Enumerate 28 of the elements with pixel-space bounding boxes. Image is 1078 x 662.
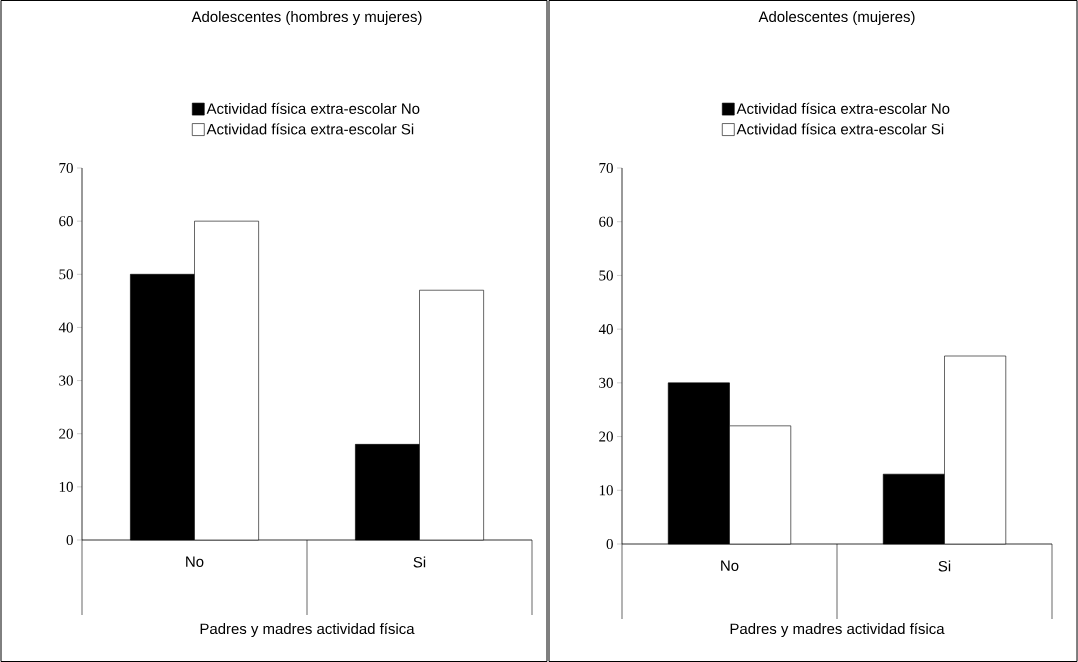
y-tick-label: 10 <box>599 485 613 496</box>
y-tick-label: 20 <box>599 431 613 442</box>
x-tick-label: No <box>721 560 739 571</box>
legend-label: Actividad física extra-escolar No <box>206 102 420 114</box>
y-tick-label: 70 <box>599 162 613 174</box>
chart-title: Adolescentes (mujeres) <box>758 11 915 25</box>
y-tick-label: 50 <box>599 270 613 281</box>
y-tick-label: 40 <box>598 324 613 335</box>
y-tick-label: 50 <box>59 269 73 280</box>
x-tick-label: Si <box>413 556 426 568</box>
y-tick-label: 20 <box>59 428 73 439</box>
x-tick-label: No <box>186 556 204 567</box>
x-axis-title: Padres y madres actividad física <box>200 622 415 638</box>
y-tick-label: 40 <box>58 322 73 333</box>
x-tick-label: Si <box>938 560 951 572</box>
legend-label: Actividad física extra-escolar Si <box>736 123 944 135</box>
y-tick-label: 0 <box>66 534 73 546</box>
x-axis-title: Padres y madres actividad física <box>730 622 945 638</box>
y-tick-label: 70 <box>59 162 73 174</box>
y-tick-label: 60 <box>599 216 613 227</box>
y-tick-label: 30 <box>599 377 613 388</box>
y-tick-label: 0 <box>606 538 613 550</box>
y-tick-label: 10 <box>59 481 73 492</box>
y-tick-label: 60 <box>59 216 73 227</box>
legend-label: Actividad física extra-escolar Si <box>206 123 414 135</box>
y-tick-label: 30 <box>59 375 73 386</box>
chart-title: Adolescentes (hombres y mujeres) <box>191 11 422 25</box>
legend-label: Actividad física extra-escolar No <box>736 102 950 114</box>
